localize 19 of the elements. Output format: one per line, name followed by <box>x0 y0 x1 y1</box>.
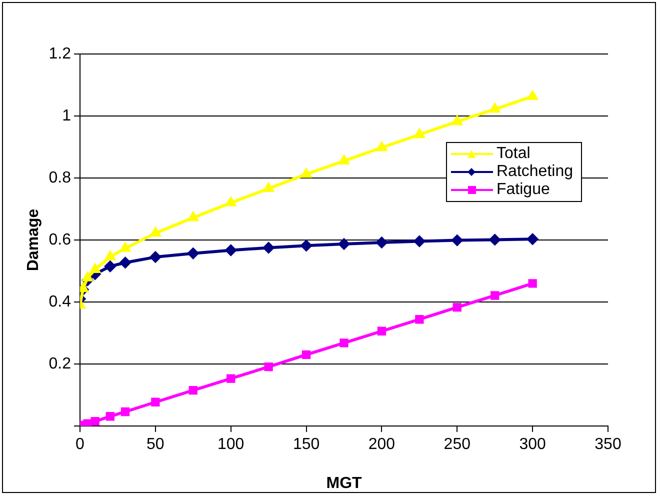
y-tick-label: 0.8 <box>48 169 72 186</box>
legend-label: Fatigue <box>496 181 550 199</box>
legend-label: Ratcheting <box>496 163 573 181</box>
y-axis-title: Damage <box>25 208 42 272</box>
y-tick-label: 0.2 <box>48 355 72 372</box>
legend-label: Total <box>496 145 530 163</box>
x-axis-title: MGT <box>326 474 362 492</box>
x-tick-label: 350 <box>594 436 622 454</box>
x-tick-label: 100 <box>218 436 244 454</box>
x-tick-label: 200 <box>368 436 396 454</box>
y-tick-label: 1.2 <box>48 45 72 62</box>
x-tick-label: 300 <box>519 436 546 454</box>
y-tick-label: 1 <box>62 107 72 124</box>
x-tick-label: 150 <box>292 436 320 454</box>
y-tick-label: 0.4 <box>48 293 72 310</box>
x-tick-label: 250 <box>444 436 471 454</box>
x-tick-label: 50 <box>146 436 164 454</box>
x-tick-label: 0 <box>76 436 85 454</box>
y-tick-label: 0.6 <box>48 231 72 248</box>
